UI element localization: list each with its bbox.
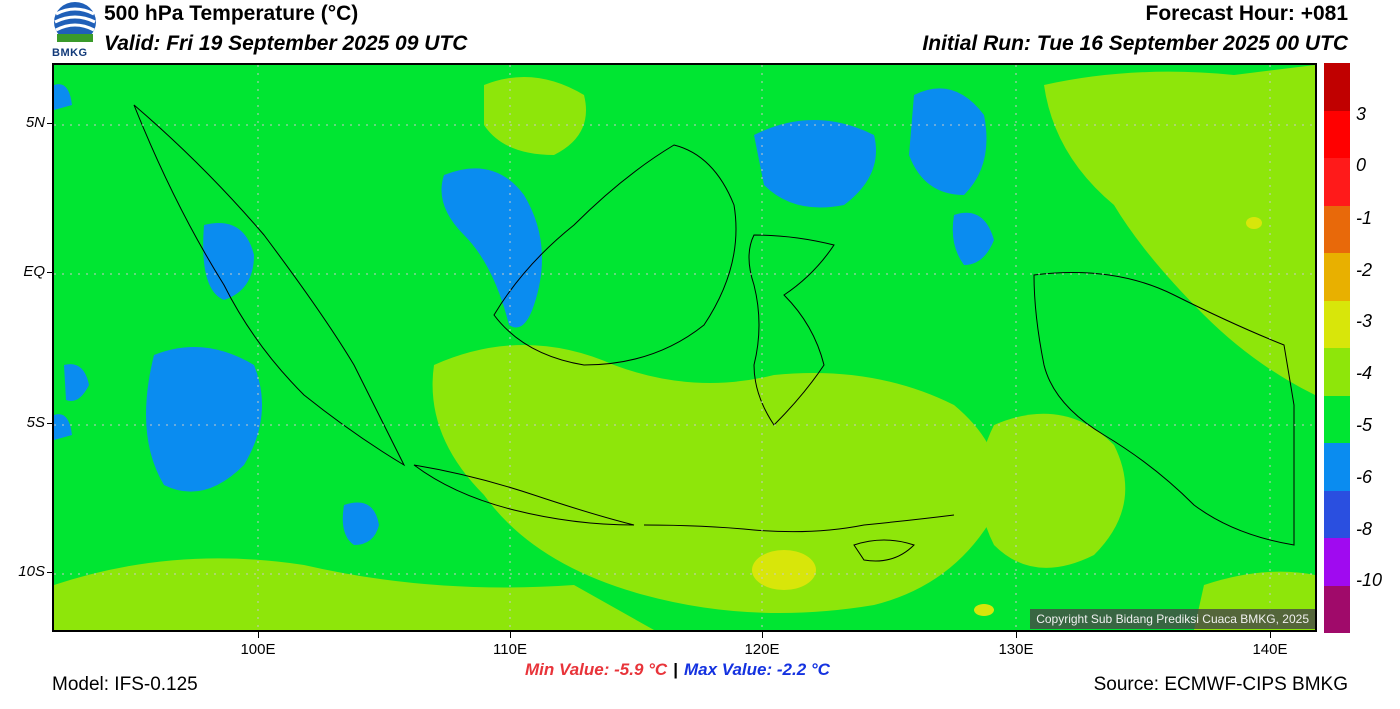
colorbar-label: -10 xyxy=(1356,570,1383,590)
source-label: Source: ECMWF-CIPS BMKG xyxy=(1093,674,1348,695)
lat-tick xyxy=(47,123,53,124)
temperature-map xyxy=(52,63,1317,632)
lon-tick xyxy=(1016,632,1017,638)
lon-tick xyxy=(258,632,259,638)
cool-region xyxy=(54,84,994,545)
max-value: Max Value: -2.2 °C xyxy=(683,660,830,679)
colorbar-swatch xyxy=(1324,253,1350,301)
colorbar-label: -5 xyxy=(1356,415,1373,435)
colorbar-label: -1 xyxy=(1356,208,1373,228)
lon-tick xyxy=(510,632,511,638)
colorbar-label: 0 xyxy=(1356,155,1367,175)
model-label: Model: IFS-0.125 xyxy=(52,674,198,695)
initial-run: Initial Run: Tue 16 September 2025 00 UT… xyxy=(922,32,1348,55)
colorbar-swatch xyxy=(1324,396,1350,443)
min-value: Min Value: -5.9 °C xyxy=(525,660,668,679)
logo-text: BMKG xyxy=(52,47,88,59)
lat-tick xyxy=(47,272,53,273)
lon-label: 130E xyxy=(998,641,1034,658)
colorbar-label: -6 xyxy=(1356,467,1373,487)
lon-label: 100E xyxy=(240,641,276,658)
colorbar-swatch xyxy=(1324,538,1350,586)
lon-tick xyxy=(1270,632,1271,638)
colorbar-swatch xyxy=(1324,586,1350,633)
colorbar-label: -2 xyxy=(1356,260,1373,280)
colorbar-label: -4 xyxy=(1356,363,1373,383)
map-canvas xyxy=(54,65,1315,630)
valid-time: Valid: Fri 19 September 2025 09 UTC xyxy=(104,32,468,55)
colorbar-swatch xyxy=(1324,301,1350,348)
chart-title: 500 hPa Temperature (°C) xyxy=(104,2,359,25)
colorbar-swatch xyxy=(1324,443,1350,491)
colorbar xyxy=(1324,63,1350,633)
lon-label: 140E xyxy=(1252,641,1288,658)
colorbar-swatch xyxy=(1324,491,1350,538)
lon-label: 120E xyxy=(744,641,780,658)
bmkg-logo xyxy=(52,0,98,62)
colorbar-swatch xyxy=(1324,206,1350,253)
colorbar-label: -8 xyxy=(1356,519,1373,539)
lat-label: 5S xyxy=(26,414,45,431)
colorbar-swatch xyxy=(1324,111,1350,158)
colorbar-swatch xyxy=(1324,348,1350,396)
lat-label: 10S xyxy=(18,563,45,580)
colorbar-swatch xyxy=(1324,63,1350,111)
colorbar-label: 3 xyxy=(1356,104,1367,124)
lat-label: 5N xyxy=(25,114,45,131)
colorbar-label: -3 xyxy=(1356,311,1373,331)
lat-tick xyxy=(47,423,53,424)
colorbar-swatch xyxy=(1324,158,1350,206)
min-max-readout: Min Value: -5.9 °C | Max Value: -2.2 °C xyxy=(525,660,830,680)
forecast-hour: Forecast Hour: +081 xyxy=(1145,2,1349,25)
separator: | xyxy=(673,660,678,679)
copyright-note: Copyright Sub Bidang Prediksi Cuaca BMKG… xyxy=(1030,609,1315,629)
lat-label: EQ xyxy=(23,263,45,280)
warmest-region xyxy=(752,217,1262,616)
lon-label: 110E xyxy=(493,641,527,658)
lon-tick xyxy=(762,632,763,638)
lat-tick xyxy=(47,572,53,573)
coastlines xyxy=(133,104,1295,562)
